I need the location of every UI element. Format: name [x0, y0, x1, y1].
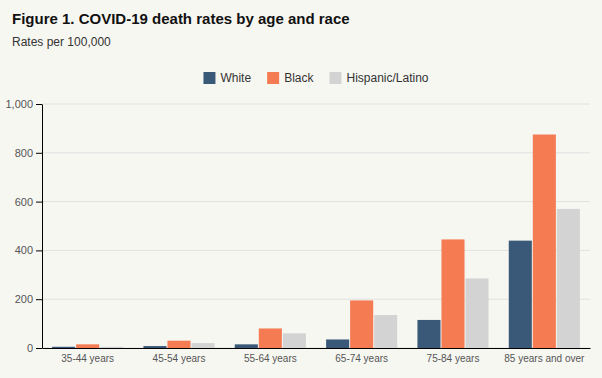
- subtitle: Rates per 100,000: [12, 35, 111, 49]
- bar: [350, 300, 373, 348]
- x-tick: 45-54 years: [153, 353, 206, 364]
- legend-item: White: [203, 71, 251, 85]
- y-tick: 600: [15, 196, 42, 208]
- bar: [143, 346, 166, 348]
- y-axis-line: [42, 105, 43, 349]
- series: [76, 135, 556, 349]
- grid-line: [42, 250, 590, 251]
- x-tick: 65-74 years: [335, 353, 388, 364]
- y-tick-mark: [36, 348, 42, 349]
- y-tick-label: 400: [15, 244, 33, 256]
- bar: [465, 278, 488, 348]
- legend-label: Hispanic/Latino: [346, 71, 428, 85]
- y-tick-mark: [36, 299, 42, 300]
- y-tick-label: 1,000: [5, 98, 33, 110]
- x-tick-label: 85 years and over: [504, 353, 585, 364]
- bar: [235, 344, 258, 348]
- legend-label: Black: [284, 71, 314, 85]
- x-tick-label: 65-74 years: [335, 353, 388, 364]
- y-axis: 0 200 400 600 800 1,000: [5, 98, 42, 354]
- legend-swatch: [267, 72, 279, 84]
- series: [100, 209, 580, 348]
- y-tick-mark: [36, 202, 42, 203]
- grid-line: [42, 348, 590, 349]
- y-tick: 1,000: [5, 98, 42, 110]
- legend-item: Hispanic/Latino: [329, 71, 428, 85]
- bar: [417, 320, 440, 348]
- legend-swatch: [203, 72, 215, 84]
- bar: [76, 344, 99, 348]
- x-tick: 35-44 years: [61, 353, 114, 364]
- x-axis: 35-44 years 45-54 years 55-64 years 65-74 y…: [43, 349, 591, 365]
- y-tick-label: 600: [15, 196, 33, 208]
- plot: 0 200 400 600 800 1,000 35-44 years 45-54 years…: [5, 98, 590, 364]
- y-tick: 200: [15, 293, 42, 305]
- grid: [42, 104, 590, 348]
- x-tick-label: 45-54 years: [153, 353, 206, 364]
- x-axis-line: [43, 348, 591, 349]
- x-tick: 55-64 years: [244, 353, 297, 364]
- x-tick-label: 75-84 years: [427, 353, 480, 364]
- bar: [509, 241, 532, 348]
- y-tick-label: 0: [27, 342, 33, 354]
- x-tick-label: 55-64 years: [244, 353, 297, 364]
- y-tick: 800: [15, 147, 42, 159]
- y-tick-label: 200: [15, 293, 33, 305]
- bar: [441, 239, 464, 348]
- y-tick-label: 800: [15, 147, 33, 159]
- bar: [167, 341, 190, 348]
- grid-line: [42, 299, 590, 300]
- grid-line: [42, 201, 590, 202]
- legend: White Black Hispanic/Latino: [203, 71, 428, 85]
- legend-label: White: [220, 71, 251, 85]
- bar: [100, 347, 123, 348]
- bar: [283, 333, 306, 348]
- bar: [52, 347, 75, 348]
- bar: [326, 339, 349, 348]
- grid-line: [42, 104, 590, 105]
- bar: [533, 135, 556, 349]
- y-tick: 400: [15, 244, 42, 256]
- grid-line: [42, 152, 590, 153]
- title: Figure 1. COVID-19 death rates by age an…: [12, 10, 350, 27]
- bar: [557, 209, 580, 348]
- y-tick-mark: [36, 250, 42, 251]
- bar: [374, 315, 397, 348]
- chart: Figure 1. COVID-19 death rates by age an…: [0, 0, 602, 378]
- y-tick: 0: [27, 342, 42, 354]
- bar: [191, 343, 214, 348]
- bars: [52, 135, 580, 349]
- x-tick-label: 35-44 years: [61, 353, 114, 364]
- x-tick: 75-84 years: [427, 353, 480, 364]
- y-tick-mark: [36, 153, 42, 154]
- legend-swatch: [329, 72, 341, 84]
- y-tick-mark: [36, 104, 42, 105]
- bar: [259, 328, 282, 348]
- x-tick: 85 years and over: [504, 353, 585, 364]
- legend-item: Black: [267, 71, 314, 85]
